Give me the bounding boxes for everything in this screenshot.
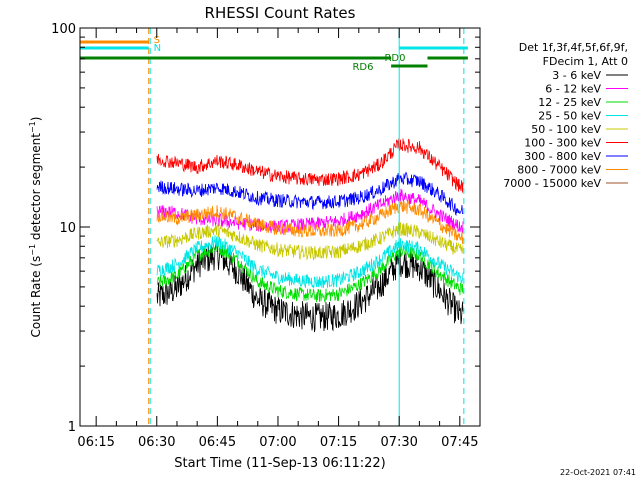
series-line-4 <box>156 222 464 261</box>
legend-label-8: 7000 - 15000 keV <box>503 177 601 190</box>
series-line-7 <box>156 199 464 245</box>
legend-label-1: 6 - 12 keV <box>545 83 601 96</box>
series-line-0 <box>156 239 464 333</box>
x-axis-label: Start Time (11-Sep-13 06:11:22) <box>174 456 385 471</box>
chart-title: RHESSI Count Rates <box>205 4 356 22</box>
y-axis-label: Count Rate (s−1 detector segment−1) <box>28 117 43 338</box>
x-tick-label: 06:15 <box>77 435 114 450</box>
y-tick-label: 100 <box>51 22 76 37</box>
legend-label-4: 50 - 100 keV <box>531 123 601 136</box>
x-tick-label: 07:30 <box>380 435 417 450</box>
y-axis: 1 10 100 <box>51 22 480 435</box>
series-line-5 <box>156 138 464 193</box>
attenuator-label-s: S <box>154 35 160 46</box>
series-traces <box>156 138 464 333</box>
y-tick-label: 10 <box>59 221 76 236</box>
series-line-6 <box>156 171 464 217</box>
status-bars: SN RD0 RD6 <box>80 35 468 73</box>
legend-label-2: 12 - 25 keV <box>538 96 601 109</box>
legend-label-6: 300 - 800 keV <box>524 150 601 163</box>
x-tick-label: 06:45 <box>199 435 236 450</box>
attenuator-label-n: N <box>154 43 161 54</box>
legend-header-line-2: FDecim 1, Att 0 <box>543 55 628 68</box>
legend-label-5: 100 - 300 keV <box>524 137 601 150</box>
footer-date: 22-Oct-2021 07:41 <box>560 468 636 477</box>
x-tick-label: 07:00 <box>259 435 296 450</box>
legend-header-line-1: Det 1f,3f,4f,5f,6f,9f, <box>519 41 628 54</box>
legend-label-7: 800 - 7000 keV <box>517 164 601 177</box>
x-tick-label: 07:45 <box>441 435 478 450</box>
series-line-1 <box>156 188 464 234</box>
x-axis: 06:15 06:30 06:45 07:00 07:15 07:30 07:45 <box>77 28 481 450</box>
legend-label-0: 3 - 6 keV <box>552 69 601 82</box>
decimation-label-rd0: RD0 <box>384 53 405 64</box>
x-tick-label: 07:15 <box>320 435 357 450</box>
x-tick-label: 06:30 <box>138 435 175 450</box>
y-tick-label: 1 <box>68 420 76 435</box>
legend-label-3: 25 - 50 keV <box>538 110 601 123</box>
series-line-3 <box>156 235 464 289</box>
decimation-label-rd6: RD6 <box>352 62 373 73</box>
